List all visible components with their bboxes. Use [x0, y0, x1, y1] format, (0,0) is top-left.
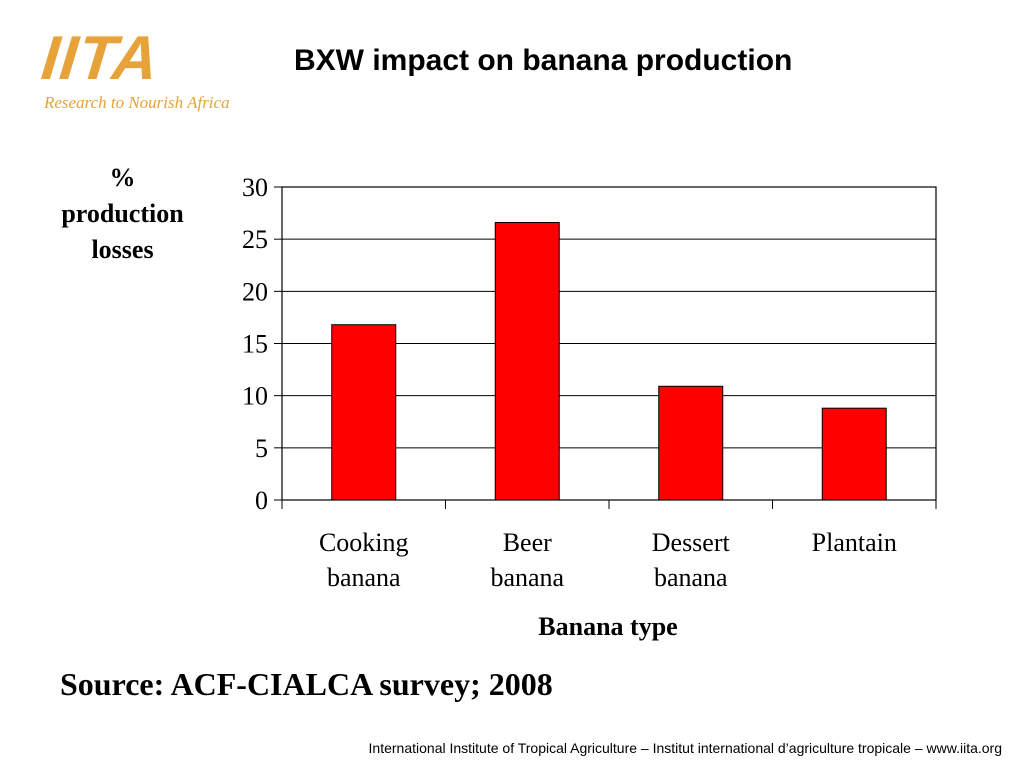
y-tick-label: 30	[242, 173, 268, 202]
bar-4	[821, 407, 887, 501]
x-axis-title: Banana type	[538, 612, 678, 641]
y-axis-title-line: losses	[91, 235, 154, 264]
x-tick-label: Beer	[503, 528, 552, 557]
y-tick-label: 25	[242, 225, 268, 254]
y-axis-title: % production losses	[40, 160, 205, 268]
x-tick-label: Cooking	[319, 528, 409, 557]
x-tick-label: Dessert	[652, 528, 731, 557]
y-tick-label: 20	[242, 277, 268, 306]
source-note: Source: ACF-CIALCA survey; 2008	[60, 666, 553, 702]
x-tick-label: banana	[327, 563, 401, 592]
y-tick-label: 10	[242, 382, 268, 411]
y-axis-title-line: production	[61, 199, 184, 228]
x-tick-label: banana	[490, 563, 564, 592]
bar-2	[494, 221, 560, 501]
footer-text: International Institute of Tropical Agri…	[368, 740, 1002, 756]
bar-3	[658, 385, 724, 501]
bar-1	[331, 324, 397, 501]
y-axis-title-line: %	[109, 163, 136, 192]
y-tick-label: 15	[242, 330, 268, 359]
y-tick-label: 5	[255, 434, 268, 463]
iita-logo: IITA Research to Nourish Africa	[36, 24, 229, 123]
slide-title: BXW impact on banana production	[294, 44, 793, 77]
y-tick-label: 0	[255, 486, 268, 515]
logo-tagline: Research to Nourish Africa	[44, 93, 230, 112]
x-tick-label: Plantain	[812, 528, 897, 557]
x-tick-label: banana	[654, 563, 728, 592]
